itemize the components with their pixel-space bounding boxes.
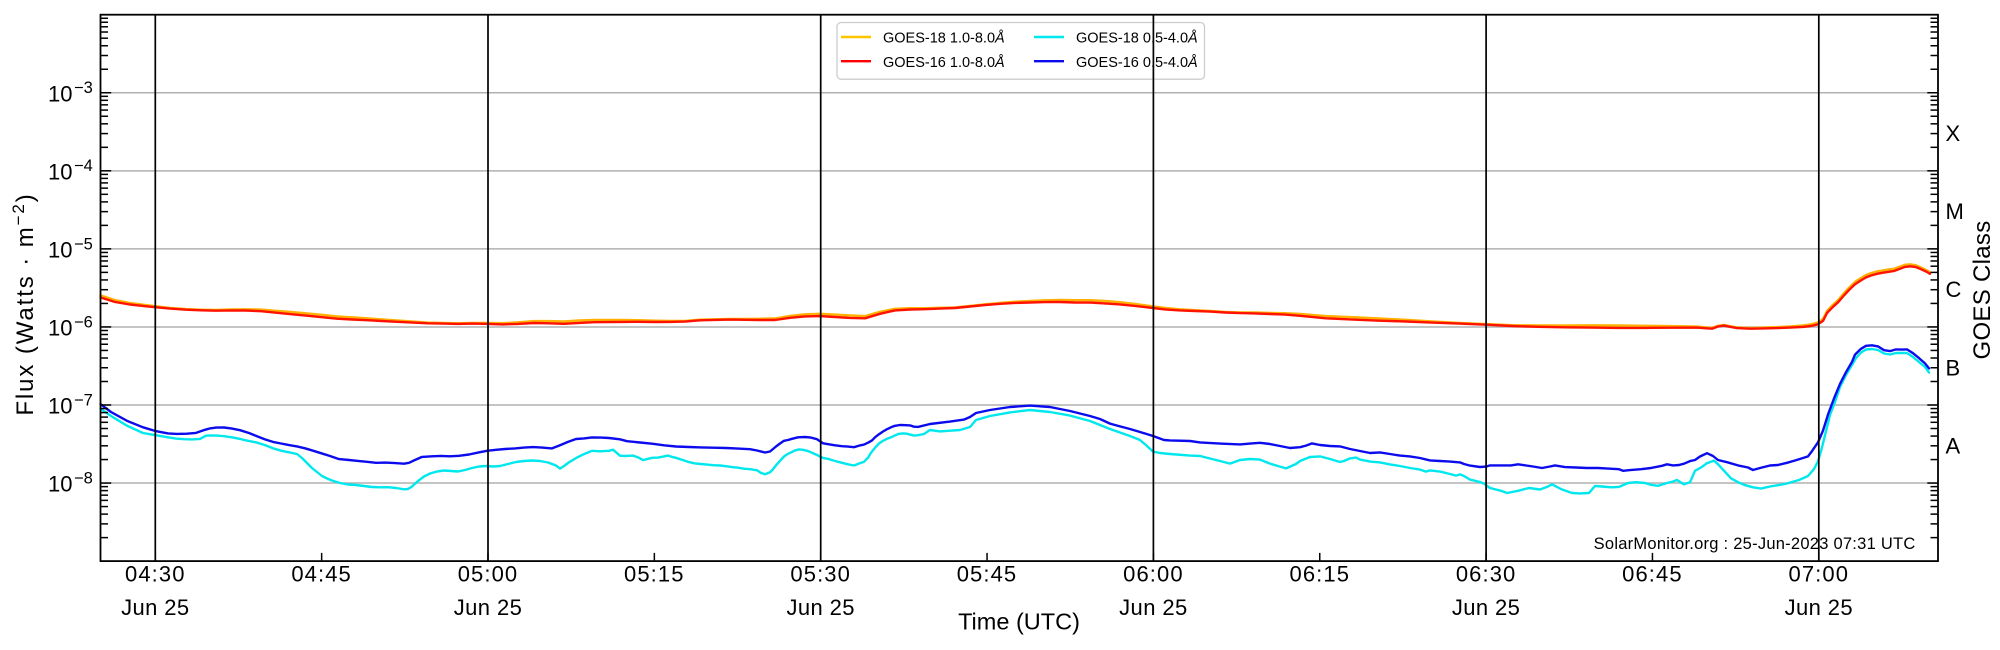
svg-text:05:00: 05:00 bbox=[458, 562, 519, 587]
svg-text:X: X bbox=[1946, 121, 1961, 146]
svg-text:A: A bbox=[1946, 433, 1961, 458]
svg-text:GOES-18 0.5-4.0Å: GOES-18 0.5-4.0Å bbox=[1076, 30, 1198, 47]
svg-text:Jun 25: Jun 25 bbox=[454, 595, 522, 620]
svg-text:Jun 25: Jun 25 bbox=[1452, 595, 1520, 620]
svg-text:GOES Class: GOES Class bbox=[1969, 220, 1996, 359]
svg-text:05:45: 05:45 bbox=[957, 562, 1018, 587]
svg-text:Jun 25: Jun 25 bbox=[1785, 595, 1853, 620]
svg-text:GOES-16 0.5-4.0Å: GOES-16 0.5-4.0Å bbox=[1076, 54, 1198, 71]
svg-text:06:00: 06:00 bbox=[1123, 562, 1184, 587]
svg-text:07:00: 07:00 bbox=[1789, 562, 1850, 587]
svg-text:B: B bbox=[1946, 355, 1961, 380]
svg-text:04:45: 04:45 bbox=[291, 562, 352, 587]
svg-text:04:30: 04:30 bbox=[125, 562, 186, 587]
svg-text:GOES-18 1.0-8.0Å: GOES-18 1.0-8.0Å bbox=[883, 30, 1005, 47]
svg-text:C: C bbox=[1946, 277, 1962, 302]
svg-text:Time (UTC): Time (UTC) bbox=[958, 609, 1080, 635]
svg-text:SolarMonitor.org : 25-Jun-2023: SolarMonitor.org : 25-Jun-2023 07:31 UTC bbox=[1594, 535, 1916, 553]
svg-text:10−3: 10−3 bbox=[48, 79, 93, 106]
svg-text:06:30: 06:30 bbox=[1456, 562, 1517, 587]
svg-text:06:15: 06:15 bbox=[1290, 562, 1351, 587]
svg-text:06:45: 06:45 bbox=[1622, 562, 1683, 587]
svg-text:Jun 25: Jun 25 bbox=[121, 595, 189, 620]
svg-text:Jun 25: Jun 25 bbox=[1119, 595, 1187, 620]
svg-text:05:15: 05:15 bbox=[624, 562, 685, 587]
svg-text:Jun 25: Jun 25 bbox=[786, 595, 854, 620]
svg-text:Flux (Watts · m−2): Flux (Watts · m−2) bbox=[9, 192, 39, 415]
svg-text:M: M bbox=[1946, 199, 1964, 224]
svg-text:05:30: 05:30 bbox=[790, 562, 851, 587]
svg-text:GOES-16 1.0-8.0Å: GOES-16 1.0-8.0Å bbox=[883, 54, 1005, 71]
